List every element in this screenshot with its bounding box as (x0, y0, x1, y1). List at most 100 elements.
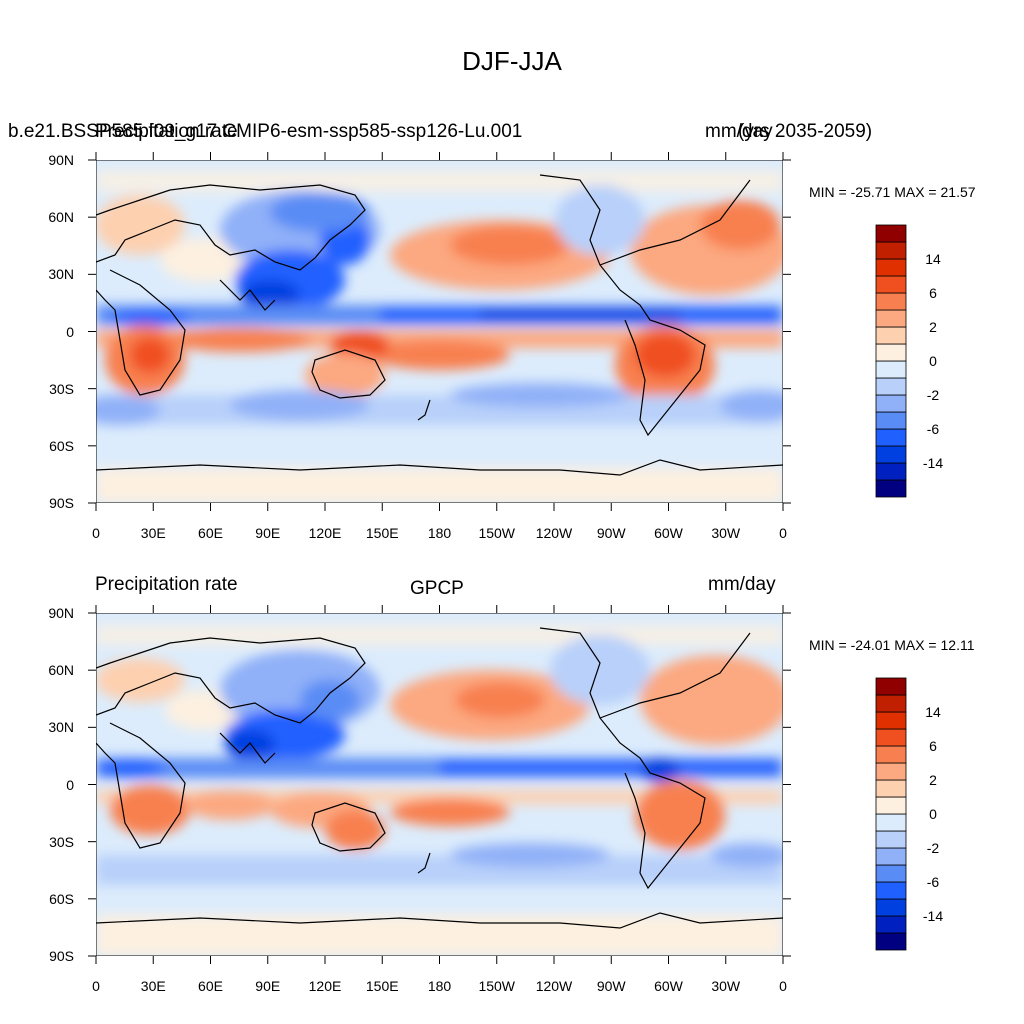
top-right-string: mm/day (705, 121, 773, 142)
top-colorbar-box (875, 394, 907, 413)
bottom-colorbar-box (875, 677, 907, 696)
top-lat-label: 30S (49, 380, 74, 397)
bottom-colorbar-label: 14 (925, 704, 941, 720)
top-colorbar-box (875, 445, 907, 464)
bottom-lon-label: 60W (654, 978, 683, 994)
top-lat-label: 90S (49, 495, 74, 511)
top-lat-label: 30N (48, 266, 74, 283)
top-coastlines (96, 174, 783, 476)
top-lon-label: 90W (596, 525, 626, 541)
top-colorbar-box (875, 411, 907, 430)
top-colorbar-box (875, 428, 907, 447)
top-lon-label: 30W (711, 525, 741, 541)
top-lon-label: 0 (92, 525, 100, 541)
bottom-colorbar-box (875, 881, 907, 900)
top-lat-label: 60S (49, 437, 74, 454)
top-min-max: MIN = -25.71 MAX = 21.57 (809, 184, 976, 200)
bottom-colorbar-label: 0 (929, 806, 937, 822)
top-lon-label: 60E (198, 525, 223, 541)
bottom-left-string: Precipitation rate (95, 574, 238, 595)
bottom-colorbar-box (875, 745, 907, 764)
top-lat-label: 60N (48, 209, 74, 226)
bottom-lon-label: 30E (140, 978, 166, 994)
bottom-colorbar-box (875, 915, 907, 934)
bottom-colorbar-box (875, 898, 907, 917)
top-lon-label: 180 (427, 525, 452, 541)
bottom-lat-label: 60N (48, 662, 74, 679)
top-lon-label: 150W (478, 525, 516, 541)
bottom-colorbar-box (875, 932, 907, 951)
bottom-lat-label: 30S (49, 833, 74, 850)
top-colorbar-box (875, 360, 907, 379)
top-colorbar-label: -6 (926, 421, 940, 437)
bottom-colorbar-box (875, 728, 907, 747)
top-colorbar-box (875, 224, 907, 243)
bottom-colorbar-box (875, 796, 907, 815)
bottom-colorbar-box (875, 694, 907, 713)
top-overlap-left: b.e21.BSSP585.f09_g17.CMIP6-esm-ssp585-s… (8, 121, 523, 142)
bottom-colorbar-box (875, 813, 907, 832)
bottom-lon-label: 150W (478, 978, 516, 994)
bottom-lat-label: 90S (49, 948, 74, 964)
top-lat-label: 90N (48, 152, 74, 168)
top-colorbar-label: -2 (926, 387, 940, 403)
bottom-colorbar-box (875, 762, 907, 781)
top-lon-label: 120W (535, 525, 573, 541)
top-lon-label: 90E (255, 525, 281, 541)
bottom-map-field (96, 625, 783, 956)
bottom-lon-label: 120E (308, 978, 342, 994)
top-lon-label: 0 (779, 525, 787, 541)
bottom-center-string: GPCP (410, 578, 464, 599)
top-lon-label: 120E (308, 525, 342, 541)
bottom-lon-label: 150E (365, 978, 399, 994)
bottom-lon-label: 0 (92, 978, 100, 994)
top-colorbar-box (875, 462, 907, 481)
bottom-lon-label: 120W (535, 978, 573, 994)
bottom-lon-label: 180 (427, 978, 452, 994)
top-colorbar-box (875, 326, 907, 345)
bottom-lat-label: 60S (49, 890, 74, 907)
bottom-colorbar (875, 677, 907, 951)
bottom-colorbar-box (875, 779, 907, 798)
bottom-colorbar-label: -6 (926, 874, 940, 890)
bottom-lon-label: 90W (596, 978, 626, 994)
top-lon-label: 150E (365, 525, 399, 541)
bottom-colorbar-box (875, 864, 907, 883)
bottom-colorbar-box (875, 830, 907, 849)
top-colorbar-box (875, 309, 907, 328)
figure-title: DJF-JJA (462, 46, 562, 76)
bottom-colorbar-label: 2 (929, 772, 937, 788)
bottom-right-string: mm/day (708, 574, 776, 595)
bottom-min-max: MIN = -24.01 MAX = 12.11 (809, 637, 975, 653)
top-colorbar-label: 6 (929, 285, 937, 301)
bottom-colorbar-label: -14 (922, 908, 944, 924)
tick-marks (88, 152, 791, 964)
top-lon-label: 30E (140, 525, 166, 541)
top-map-field (96, 170, 783, 503)
bottom-colorbar-label: -2 (926, 840, 940, 856)
bottom-colorbar-label: 6 (929, 738, 937, 754)
top-colorbar-box (875, 241, 907, 260)
top-colorbar-box (875, 292, 907, 311)
top-left-string: Precipitation rate (95, 121, 238, 142)
top-colorbar (875, 224, 907, 498)
top-colorbar-box (875, 479, 907, 498)
top-colorbar-label: 14 (925, 251, 941, 267)
top-colorbar-label: 2 (929, 319, 937, 335)
bottom-colorbar-box (875, 711, 907, 730)
bottom-lat-label: 30N (48, 719, 74, 736)
bottom-lon-label: 90E (255, 978, 281, 994)
bottom-lon-label: 60E (198, 978, 223, 994)
top-colorbar-label: 0 (929, 353, 937, 369)
top-colorbar-box (875, 377, 907, 396)
top-overlap-right: (yrs 2035-2059) (738, 121, 873, 142)
bottom-lat-label: 90N (48, 605, 74, 621)
bottom-lon-label: 30W (711, 978, 741, 994)
bottom-colorbar-box (875, 847, 907, 866)
bottom-lon-label: 0 (779, 978, 787, 994)
bottom-map (96, 613, 783, 956)
top-colorbar-box (875, 343, 907, 362)
top-lon-label: 60W (654, 525, 683, 541)
bottom-lat-label: 0 (66, 776, 74, 793)
